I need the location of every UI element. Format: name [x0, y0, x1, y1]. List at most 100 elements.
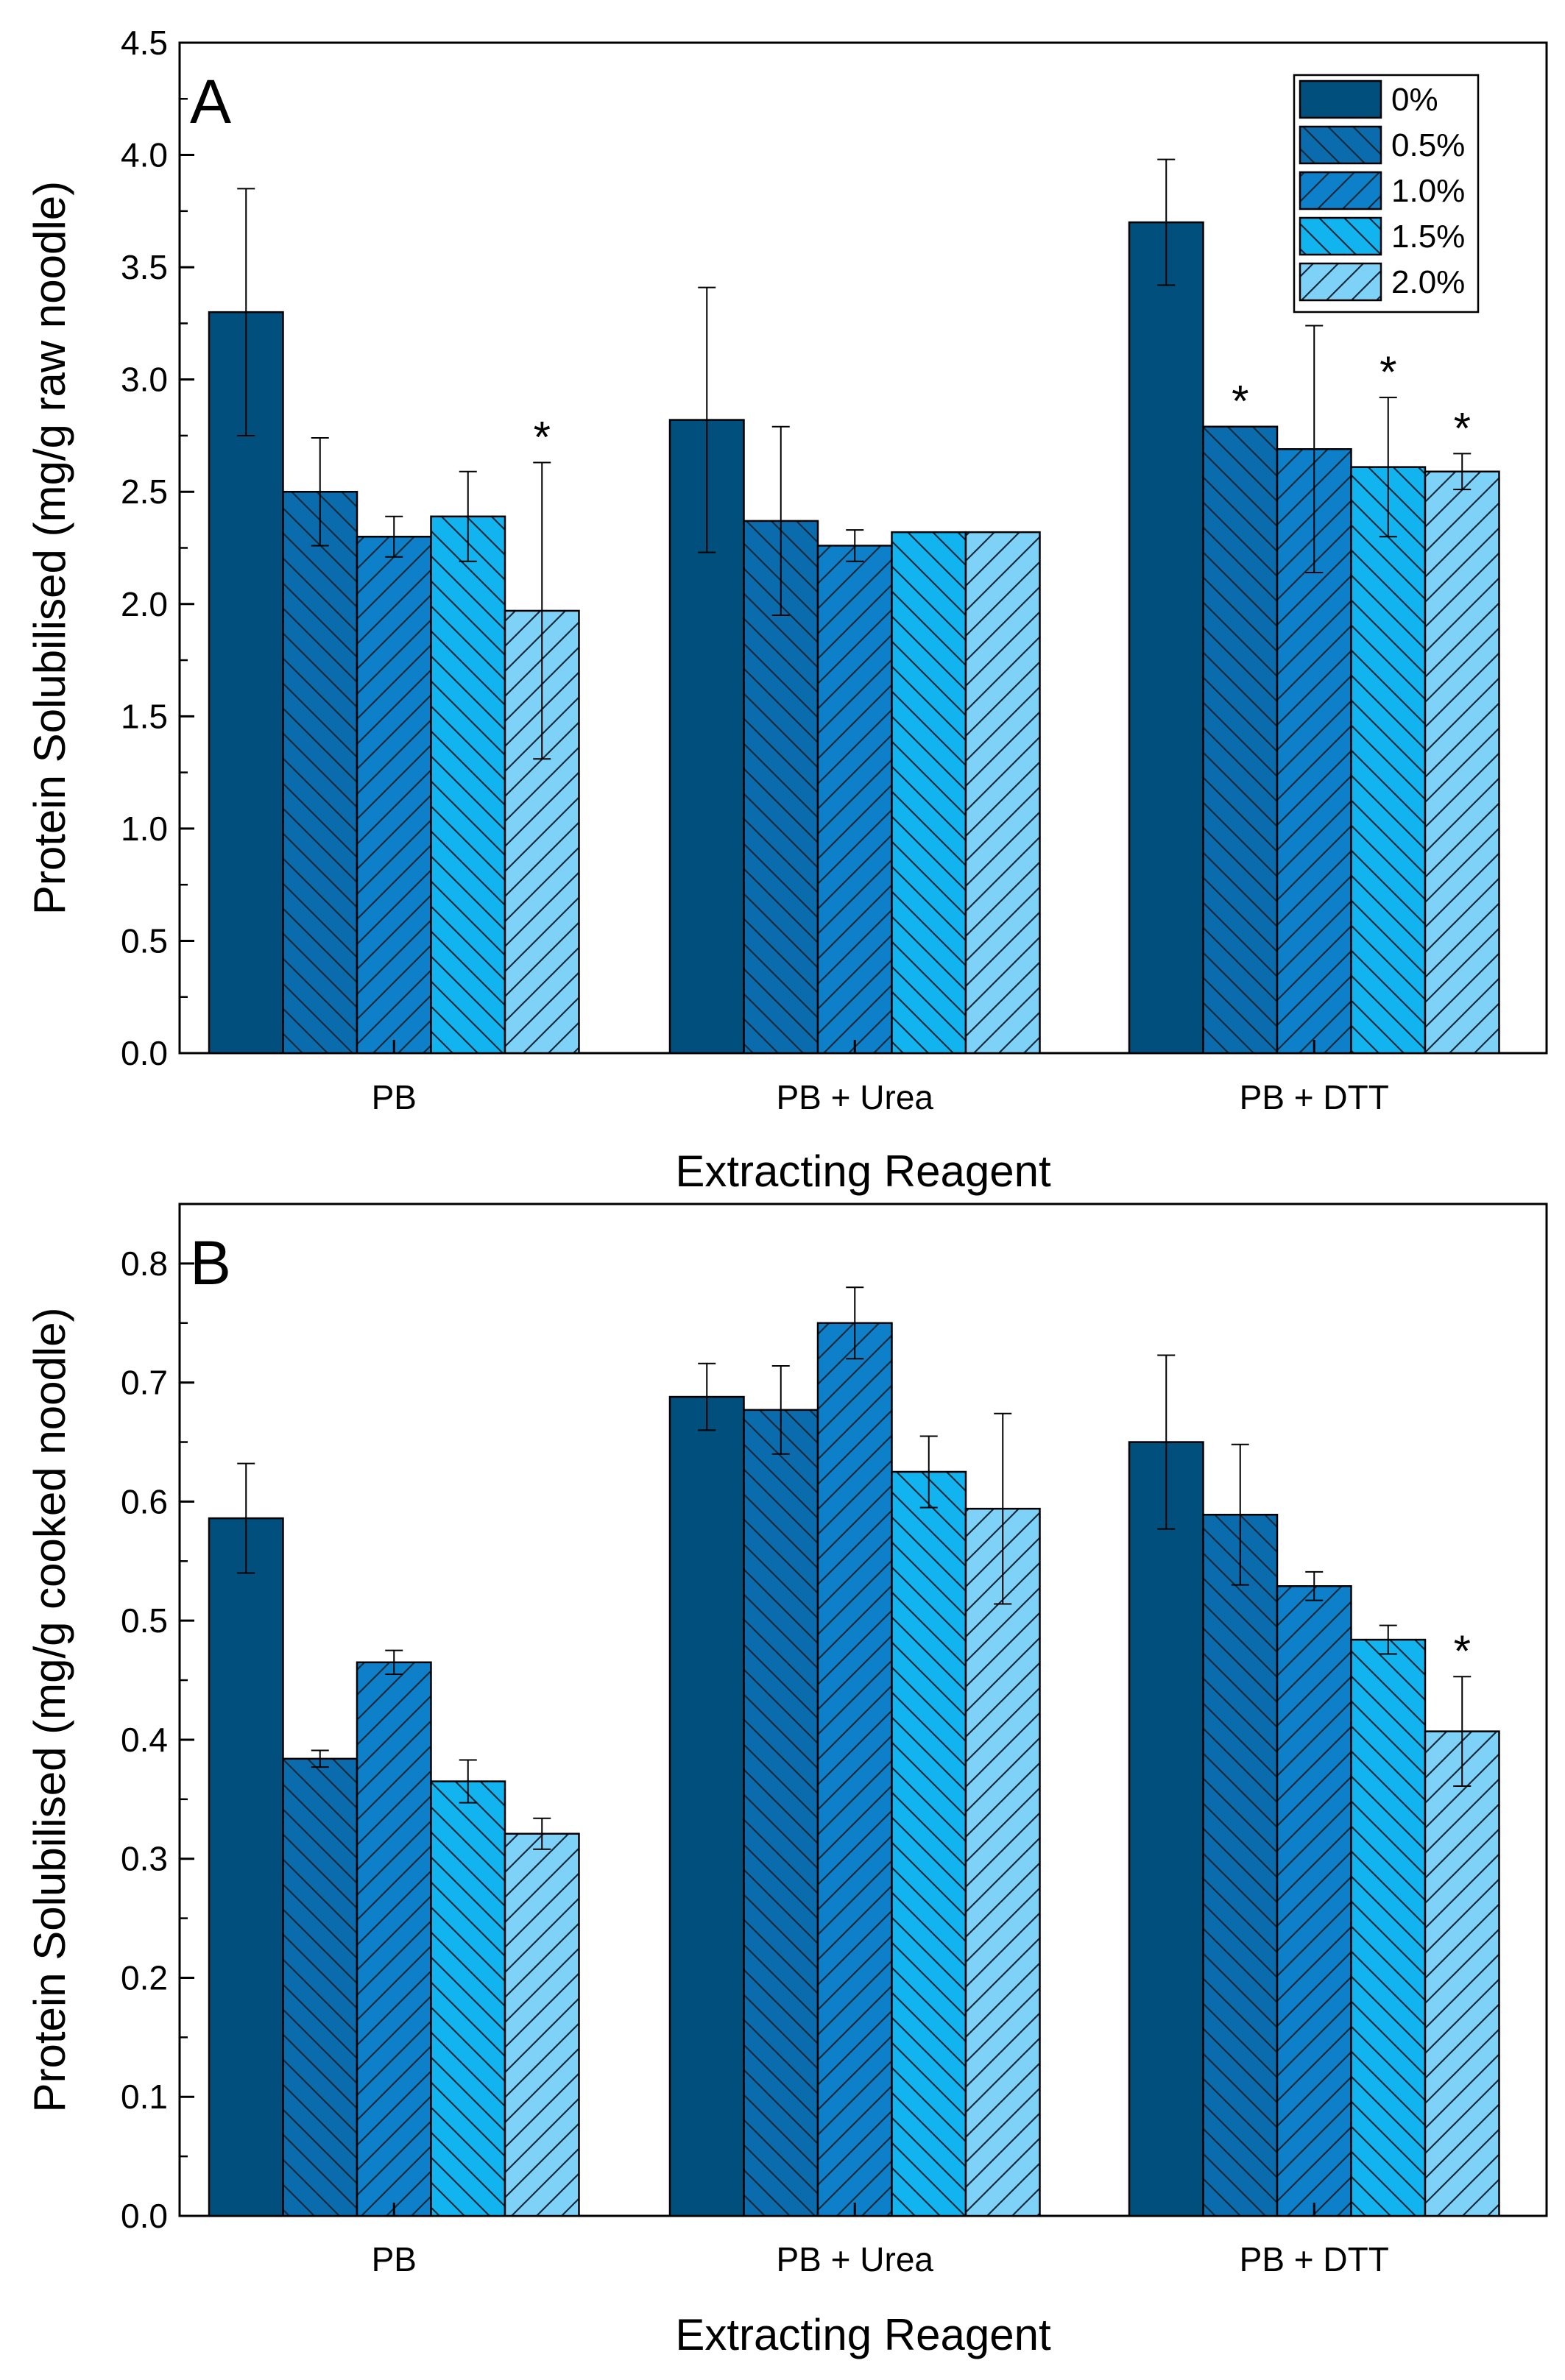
panel-label: B	[190, 1228, 231, 1297]
bar-b-1-0	[668, 1395, 745, 2217]
y-tick-label: 0.5	[121, 921, 168, 960]
y-tick-label: 0.0	[121, 2197, 168, 2235]
back-hatch-swatch-icon	[1299, 216, 1382, 256]
bar-b-1-4	[964, 1507, 1041, 2217]
error-bar	[1157, 158, 1176, 286]
bar-a-0-1	[282, 490, 358, 1055]
error-bar	[919, 1435, 938, 1509]
x-tick-label: PB + Urea	[777, 1078, 934, 1116]
y-tick-label: 2.0	[121, 585, 168, 623]
x-axis-title: Extracting Reagent	[675, 1147, 1051, 1196]
y-tick-label: 0.3	[121, 1840, 168, 1878]
y-axis-title: Protein Solubilised (mg/g raw noodle)	[25, 181, 74, 915]
error-bar	[311, 1749, 329, 1768]
bar-a-1-3	[891, 531, 967, 1055]
bar-a-2-0	[1128, 221, 1204, 1055]
bar-b-0-3	[430, 1780, 506, 2217]
bar-b-1-1	[743, 1409, 819, 2217]
error-bar	[237, 188, 255, 436]
legend: 0% 0.5% 1.0% 1.5% 2.0%	[1293, 74, 1480, 314]
error-bar	[311, 436, 329, 547]
bar-a-2-1	[1202, 425, 1279, 1055]
bar-b-1-3	[891, 1470, 967, 2217]
y-tick-label: 2.5	[121, 472, 168, 511]
x-tick-label: PB + DTT	[1240, 1078, 1389, 1116]
error-bar	[771, 1365, 790, 1455]
y-tick-label: 4.0	[121, 136, 168, 174]
x-tick-label: PB	[372, 1078, 417, 1116]
error-bar	[459, 1759, 477, 1804]
forward-hatch-swatch-icon	[1299, 171, 1382, 210]
error-bar	[533, 461, 551, 760]
legend-label: 1.5%	[1391, 219, 1465, 255]
bar-a-2-3	[1350, 466, 1427, 1055]
bar-a-0-3	[430, 515, 506, 1055]
error-bar	[533, 1817, 551, 1850]
y-tick-label: 0.4	[121, 1721, 168, 1759]
y-tick-label: 0.0	[121, 1034, 168, 1072]
panel-a: 0.0 0.5 1.0 1.5 2.0 2.5 3.0 3.5 4.0 4.5 * PB PB + Ur…	[25, 24, 1548, 1196]
y-tick-label: 0.7	[121, 1364, 168, 1402]
significance-marker: *	[1379, 347, 1396, 397]
legend-label: 0.5%	[1391, 127, 1465, 163]
bar-b-0-1	[282, 1757, 358, 2217]
panel-label: A	[190, 67, 231, 136]
bar-b-2-0	[1128, 1441, 1204, 2217]
legend-label: 2.0%	[1391, 264, 1465, 300]
y-tick-label: 3.0	[121, 361, 168, 399]
bar-b-2-2	[1276, 1585, 1352, 2217]
bar-b-0-2	[356, 1661, 432, 2217]
y-tick-label: 3.5	[121, 248, 168, 286]
legend-label: 0%	[1391, 82, 1438, 118]
bar-a-1-2	[816, 545, 893, 1055]
solid-swatch-icon	[1299, 79, 1382, 119]
significance-marker: *	[1454, 1626, 1471, 1676]
bar-b-2-1	[1202, 1513, 1279, 2217]
error-bar	[1157, 1354, 1176, 1530]
bar-b-0-4	[504, 1832, 580, 2217]
y-tick-label: 0.1	[121, 2078, 168, 2116]
legend-label: 1.0%	[1391, 173, 1465, 209]
error-bar	[385, 515, 403, 558]
error-bar	[698, 1362, 716, 1431]
error-bar	[1305, 1570, 1324, 1601]
error-bar	[771, 425, 790, 617]
y-tick-label: 0.2	[121, 1958, 168, 1997]
error-bar	[1453, 453, 1472, 491]
error-bar	[237, 1462, 255, 1574]
error-bar	[846, 1286, 864, 1360]
back-hatch-swatch-icon	[1299, 125, 1382, 165]
error-bar	[1305, 325, 1324, 574]
error-bar	[1231, 1443, 1249, 1586]
error-bar	[994, 1412, 1012, 1605]
error-bar	[846, 529, 864, 562]
error-bar	[1379, 397, 1397, 538]
x-tick-label: PB	[372, 2240, 417, 2278]
y-tick-label: 1.0	[121, 810, 168, 848]
forward-hatch-swatch-icon	[1299, 262, 1382, 302]
bar-b-2-3	[1350, 1638, 1427, 2217]
y-axis-title: Protein Solubilised (mg/g cooked noodle)	[25, 1308, 74, 2113]
error-bar	[385, 1649, 403, 1675]
y-tick-label: 0.5	[121, 1601, 168, 1640]
bar-a-0-2	[356, 535, 432, 1055]
y-tick-label: 4.5	[121, 24, 168, 62]
error-bar	[698, 286, 716, 553]
x-axis-title: Extracting Reagent	[675, 2310, 1051, 2359]
significance-marker: *	[1232, 377, 1248, 426]
bar-b-1-2	[816, 1322, 893, 2217]
y-tick-label: 1.5	[121, 697, 168, 735]
x-tick-label: PB + Urea	[777, 2240, 934, 2278]
panel-b: 0.0 0.1 0.2 0.3 0.4 0.5 0.6 0.7 0.8 PB PB + Urea * P…	[25, 1203, 1548, 2359]
bar-a-2-4	[1424, 470, 1500, 1055]
error-bar	[1379, 1624, 1397, 1655]
error-bar	[1453, 1676, 1472, 1788]
significance-marker: *	[1454, 403, 1471, 453]
y-tick-label: 0.8	[121, 1244, 168, 1283]
bar-b-2-4	[1424, 1730, 1500, 2217]
bar-b-0-0	[208, 1517, 284, 2217]
x-tick-label: PB + DTT	[1240, 2240, 1389, 2278]
y-tick-label: 0.6	[121, 1482, 168, 1520]
significance-marker: *	[534, 413, 551, 462]
